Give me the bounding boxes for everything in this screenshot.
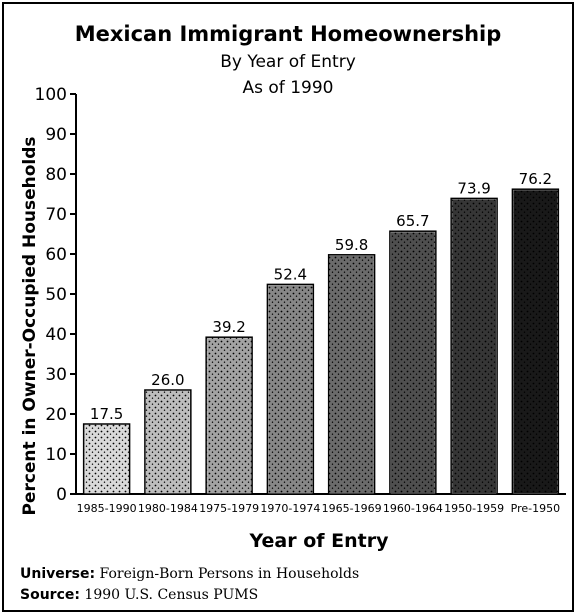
bar-value-label: 76.2 [519,170,552,188]
bar-shading [390,232,435,493]
x-tick-label: 1965-1969 [322,502,382,515]
bar [205,336,253,495]
footer-source: Source: 1990 U.S. Census PUMS [20,587,258,603]
bar-shading [513,190,558,493]
x-tick-label: 1980-1984 [138,502,198,515]
bar [144,389,192,495]
source-label: Source: [20,587,80,603]
y-tick-label: 80 [45,165,67,185]
x-axis-label: Year of Entry [249,530,389,552]
y-tick-label: 70 [45,205,67,225]
y-tick-label: 50 [45,285,67,305]
x-tick-label: 1975-1979 [199,502,259,515]
universe-text: Foreign-Born Persons in Households [95,566,360,582]
x-tick-label: Pre-1950 [511,502,560,515]
chart-subtitle-2: As of 1990 [242,78,334,98]
bar-value-label: 39.2 [212,318,245,336]
bar-value-label: 59.8 [335,236,368,254]
bar-value-label: 65.7 [396,212,429,230]
y-tick-label: 10 [45,445,67,465]
y-tick-label: 100 [35,85,67,105]
bar-shading [207,338,252,493]
footer-universe: Universe: Foreign-Born Persons in Househ… [20,566,359,582]
bar-shading [145,391,190,493]
bar [266,283,315,495]
bar-shading [268,285,313,493]
x-tick-label: 1970-1974 [260,502,320,515]
chart-frame: Mexican Immigrant Homeownership By Year … [2,2,574,612]
bar [82,423,131,495]
chart-title: Mexican Immigrant Homeownership [74,22,502,46]
y-tick-label: 0 [56,485,67,505]
y-tick-label: 60 [45,245,67,265]
y-tick-label: 90 [45,125,67,145]
y-tick-label: 40 [45,325,67,345]
source-text: 1990 U.S. Census PUMS [79,587,259,603]
bar-value-label: 52.4 [274,265,307,283]
bar-shading [84,425,129,493]
x-tick-label: 1960-1964 [383,502,443,515]
chart-subtitle-1: By Year of Entry [220,52,356,72]
bar-shading [329,255,374,493]
y-tick-label: 30 [45,365,67,385]
bar-value-label: 73.9 [457,179,490,197]
bar-value-label: 17.5 [90,405,123,423]
bar-value-label: 26.0 [151,371,184,389]
y-tick-label: 20 [45,405,67,425]
bar-chart-plot: 0 10 20 30 40 50 60 70 80 90 100 17.5 1985-1990 26.0… [35,85,566,515]
x-tick-label: 1950-1959 [444,502,504,515]
bar-shading [452,199,497,493]
x-tick-label: 1985-1990 [77,502,137,515]
universe-label: Universe: [20,566,96,582]
